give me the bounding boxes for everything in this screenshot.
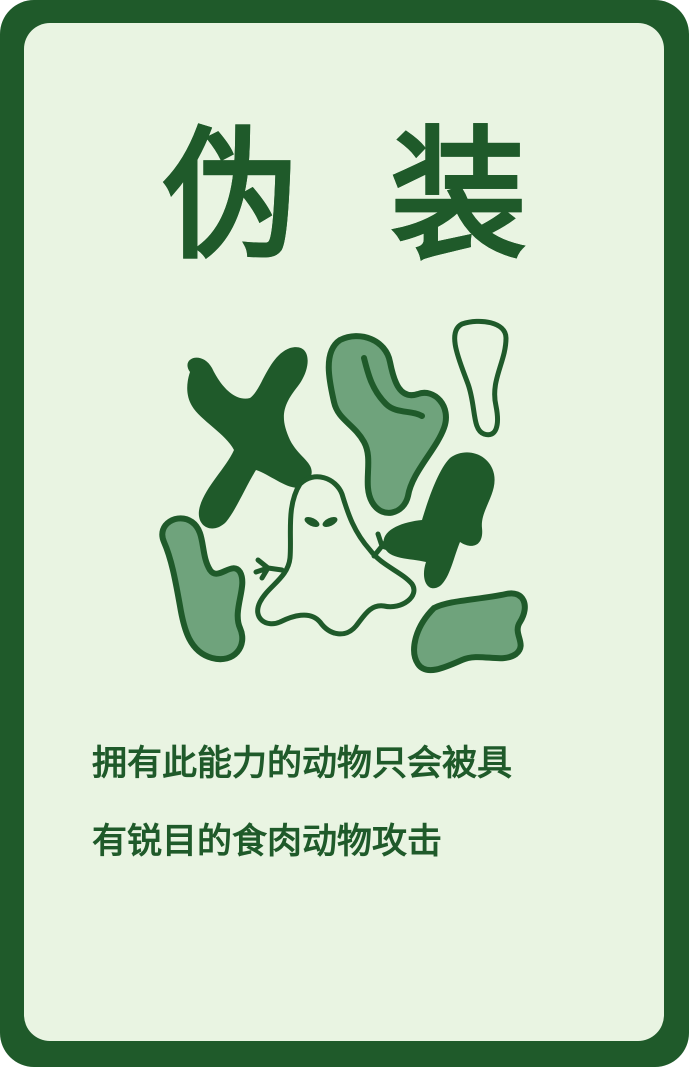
light-blob-top — [325, 333, 449, 516]
outline-blob-right — [452, 318, 509, 438]
title-char-2: 装 — [390, 114, 527, 280]
card-description: 拥有此能力的动物只会被具 有锐目的食肉动物攻击 — [92, 725, 612, 881]
camouflage-ghost-icon — [159, 318, 528, 674]
dark-blob-x — [187, 347, 312, 529]
card-title: 伪 装 — [0, 112, 689, 282]
title-char-1: 伪 — [162, 114, 299, 280]
ghost-hand-left — [253, 557, 285, 581]
description-line-1: 拥有此能力的动物只会被具 — [92, 744, 513, 784]
description-line-2: 有锐目的食肉动物攻击 — [92, 822, 443, 862]
dark-blob-cross — [383, 452, 495, 589]
light-blob-bottom — [411, 590, 528, 674]
ghost-eye-left — [304, 517, 320, 527]
ghost-hand-right — [371, 531, 397, 559]
light-blob-left — [159, 515, 246, 663]
ghost-outline — [255, 474, 417, 637]
ghost-eye-right — [322, 517, 338, 527]
